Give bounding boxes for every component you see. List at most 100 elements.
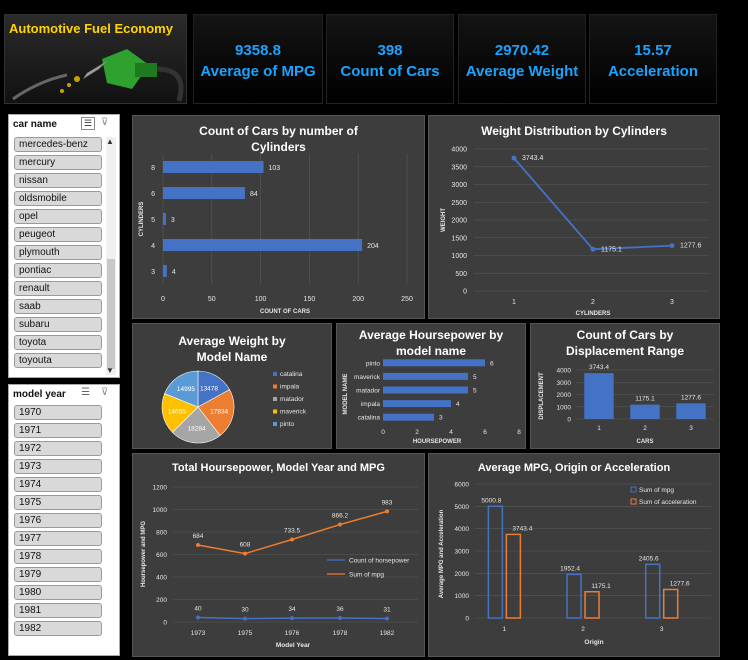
data-label: 3743.4 bbox=[522, 155, 544, 162]
slicer-item[interactable]: pontiac bbox=[14, 263, 102, 278]
kpi-average-mpg: 9358.8 Average of MPG bbox=[193, 14, 323, 104]
multi-select-icon[interactable]: ☰ bbox=[81, 117, 95, 130]
kpi-label: Average of MPG bbox=[200, 63, 316, 80]
slicer-item[interactable]: 1974 bbox=[14, 477, 102, 492]
kpi-value: 2970.42 bbox=[494, 42, 550, 59]
slicer-item[interactable]: 1976 bbox=[14, 513, 102, 528]
bar bbox=[505, 533, 522, 619]
scroll-up-icon[interactable]: ▲ bbox=[106, 137, 114, 146]
slicer-item[interactable]: 1972 bbox=[14, 441, 102, 456]
slicer-item[interactable]: mercury bbox=[14, 155, 102, 170]
data-point bbox=[243, 616, 247, 621]
scroll-down-icon[interactable]: ▼ bbox=[106, 366, 114, 375]
x-tick-label: 200 bbox=[352, 296, 364, 303]
slicer-item[interactable]: 1970 bbox=[14, 405, 102, 420]
y-axis-label: Hoursepower and MPG bbox=[141, 521, 147, 587]
data-point bbox=[338, 615, 342, 620]
x-tick-label: 3 bbox=[660, 626, 664, 633]
x-tick-label: 0 bbox=[381, 429, 385, 436]
y-tick-label: 4 bbox=[151, 243, 155, 250]
chart-title: Average MPG, Origin or Acceleration bbox=[477, 462, 671, 474]
kpi-average-weight: 2970.42 Average Weight bbox=[458, 14, 586, 104]
chart-hp-year-mpg: Total Hoursepower, Model Year and MPG 0 2… bbox=[132, 453, 425, 657]
data-point bbox=[196, 615, 200, 620]
bar bbox=[383, 400, 451, 408]
bar bbox=[584, 373, 614, 419]
slicer-item[interactable]: toyouta bbox=[14, 353, 102, 368]
legend-label: impala bbox=[280, 384, 300, 391]
kpi-label: Average Weight bbox=[465, 63, 579, 80]
slicer-item[interactable]: 1978 bbox=[14, 549, 102, 564]
data-label: 4 bbox=[172, 269, 176, 276]
legend-label: catalina bbox=[280, 371, 303, 378]
y-tick-label: maverick bbox=[354, 374, 381, 381]
chart-weight-by-cylinders: Weight Distribution by Cylinders 0 500 100… bbox=[428, 115, 720, 319]
scroll-thumb[interactable] bbox=[107, 259, 115, 369]
slicer-item[interactable]: subaru bbox=[14, 317, 102, 332]
slicer-item[interactable]: 1977 bbox=[14, 531, 102, 546]
slicer-item[interactable]: opel bbox=[14, 209, 102, 224]
data-point bbox=[511, 155, 517, 161]
x-tick-label: 2 bbox=[643, 425, 647, 432]
data-point bbox=[385, 616, 389, 621]
clear-filter-icon[interactable]: ⊽ bbox=[101, 117, 109, 128]
slicer-item[interactable]: plymouth bbox=[14, 245, 102, 260]
chart-title: Average Hoursepower by model name bbox=[358, 328, 504, 358]
x-tick-label: 150 bbox=[304, 296, 316, 303]
slicer-item[interactable]: 1980 bbox=[14, 585, 102, 600]
x-tick-label: 0 bbox=[161, 296, 165, 303]
slicer-item[interactable]: mercedes-benz bbox=[14, 137, 102, 152]
slicer-item[interactable]: 1973 bbox=[14, 459, 102, 474]
y-tick-label: 0 bbox=[465, 616, 469, 623]
fuel-nozzle-icon bbox=[12, 49, 184, 102]
x-tick-label: 2 bbox=[415, 429, 419, 436]
model-year-slicer: model year ☰ ⊽ 1970 1971 1972 1973 1974 1975 1… bbox=[8, 384, 120, 656]
y-tick-label: 1000 bbox=[455, 593, 470, 600]
clear-filter-icon[interactable]: ⊽ bbox=[101, 387, 109, 398]
legend-label: Sum of mpg bbox=[639, 487, 674, 494]
x-tick-label: 1 bbox=[503, 626, 507, 633]
y-tick-label: 6 bbox=[151, 191, 155, 198]
slicer-item[interactable]: 1979 bbox=[14, 567, 102, 582]
slicer-item[interactable]: 1981 bbox=[14, 603, 102, 618]
x-axis-label: CYLINDERS bbox=[576, 311, 611, 317]
x-tick-label: 1 bbox=[512, 299, 516, 306]
y-tick-label: pinto bbox=[366, 360, 380, 367]
slicer-item[interactable]: 1971 bbox=[14, 423, 102, 438]
y-tick-label: 3500 bbox=[451, 164, 467, 171]
slicer-item[interactable]: nissan bbox=[14, 173, 102, 188]
legend-swatch bbox=[273, 422, 277, 426]
legend-swatch bbox=[630, 498, 637, 505]
slicer-item[interactable]: peugeot bbox=[14, 227, 102, 242]
dashboard-title: Automotive Fuel Economy bbox=[9, 21, 173, 36]
data-label: 18284 bbox=[188, 426, 206, 433]
x-tick-label: 8 bbox=[517, 429, 521, 436]
slicer-item[interactable]: 1982 bbox=[14, 621, 102, 636]
legend-swatch bbox=[273, 384, 277, 389]
slicer-item[interactable]: 1975 bbox=[14, 495, 102, 510]
bar bbox=[163, 265, 167, 277]
pie-slice bbox=[161, 393, 199, 433]
slicer-title: car name bbox=[13, 119, 57, 130]
legend-label: Sum of mpg bbox=[349, 572, 384, 579]
legend-label: maverick bbox=[280, 409, 307, 416]
y-tick-label: 3000 bbox=[557, 380, 572, 387]
slicer-item[interactable]: renault bbox=[14, 281, 102, 296]
data-label: 3743.4 bbox=[512, 525, 532, 532]
slicer-item[interactable]: saab bbox=[14, 299, 102, 314]
chart-hp-by-model: Average Hoursepower by model name 0 2 4 6 8 3… bbox=[336, 323, 526, 449]
y-tick-label: 2000 bbox=[557, 392, 572, 399]
chart-title: Average Weight by Model Name bbox=[178, 334, 286, 364]
multi-select-icon[interactable]: ☰ bbox=[81, 387, 90, 398]
data-label: 14655 bbox=[168, 408, 186, 415]
slicer-scrollbar[interactable]: ▲ ▼ bbox=[106, 137, 116, 375]
slicer-item[interactable]: oldsmobile bbox=[14, 191, 102, 206]
x-tick-label: 3 bbox=[689, 425, 693, 432]
data-label: 36 bbox=[336, 606, 344, 613]
chart-weight-pie: Average Weight by Model Name 13478 17834 1… bbox=[132, 323, 332, 449]
y-tick-label: 3000 bbox=[451, 182, 467, 189]
x-tick-label: 2 bbox=[591, 299, 595, 306]
data-label: 608 bbox=[240, 542, 251, 549]
x-tick-label: 250 bbox=[401, 296, 413, 303]
slicer-item[interactable]: toyota bbox=[14, 335, 102, 350]
